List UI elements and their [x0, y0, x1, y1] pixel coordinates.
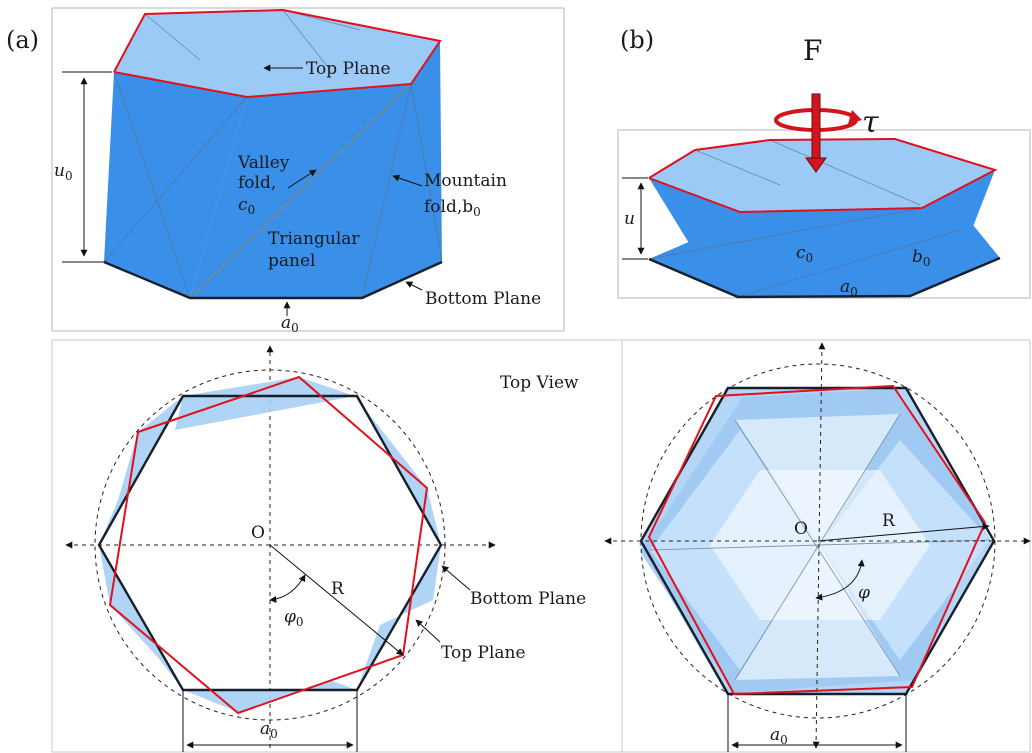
- a-label: a0: [840, 277, 858, 299]
- right-top-hexagon: [647, 384, 987, 696]
- right-radius-line: [817, 523, 990, 542]
- compressed-top-face: [649, 139, 995, 212]
- compressed-mid-band: [649, 170, 995, 260]
- torque-label: τ: [862, 105, 879, 140]
- panel-b: (b) F τ u c0 b0 a0: [617, 26, 1031, 299]
- left-bottom-plane-label: Bottom Plane: [470, 589, 586, 609]
- left-origin-label: O: [251, 523, 265, 543]
- compressed-top-edge: [648, 137, 998, 214]
- bottom-plane-pointer: [405, 281, 423, 291]
- mountain-fold-label-2: fold,b0: [424, 197, 481, 219]
- b-label: b0: [912, 247, 931, 269]
- panel-a-tag: (a): [6, 26, 39, 54]
- left-a0-label: a0: [260, 719, 278, 741]
- panel-b-tag: (b): [620, 26, 654, 54]
- left-radius-line: [269, 544, 404, 656]
- torque-arrow: [774, 93, 862, 173]
- left-angle-label: φ0: [284, 607, 304, 629]
- panel-a: (a) Top Plane Valley fold, c0 Mountain: [6, 7, 565, 335]
- valley-fold-pointer: [287, 169, 317, 189]
- left-angle-arc: [269, 574, 306, 603]
- triangular-panel-label-1: Triangular: [268, 229, 360, 249]
- prism-right-wall: [362, 41, 442, 298]
- right-angle-arc: [815, 559, 865, 601]
- left-top-plane-label: Top Plane: [441, 643, 526, 663]
- top-plane-label: Top Plane: [306, 59, 391, 79]
- right-angle-label: φ: [858, 583, 870, 603]
- valley-fold-var: c0: [238, 195, 255, 217]
- right-a0-label: a0: [770, 725, 788, 747]
- height-label: u0: [54, 161, 73, 183]
- valley-fold-label-2: fold,: [238, 173, 276, 193]
- top-view-title: Top View: [500, 373, 579, 393]
- valley-fold-label-1: Valley: [237, 153, 290, 173]
- right-radius-label: R: [882, 511, 896, 531]
- compressed-bottom-edge: [648, 256, 1001, 299]
- triangular-panel-label-2: panel: [268, 251, 315, 271]
- top-view-right: O R φ a0: [604, 339, 1031, 753]
- prism-top-face: [114, 10, 440, 97]
- mountain-fold-pointer: [392, 174, 423, 187]
- left-radius-label: R: [331, 579, 345, 599]
- right-y-axis: [812, 342, 826, 749]
- compressed-creases: [648, 139, 961, 298]
- c-label: c0: [796, 243, 813, 265]
- top-view-left: Top View O R φ0 Bottom Plane Top Plane a…: [51, 339, 623, 753]
- prism-bottom-edge: [103, 260, 443, 300]
- left-bottom-plane-pointer: [441, 565, 471, 591]
- mountain-fold-label-1: Mountain: [424, 171, 507, 191]
- bottom-plane-label: Bottom Plane: [425, 289, 541, 309]
- left-circumcircle: [94, 369, 446, 721]
- edge-label: a0: [281, 313, 299, 335]
- prism-left-wall: [104, 72, 247, 298]
- top-view-right-frame: [621, 339, 1031, 753]
- left-top-plane-pointer: [415, 619, 441, 643]
- prism-top-edge: [113, 8, 442, 99]
- valley-fold-line: [189, 83, 412, 299]
- u-label: u: [624, 209, 635, 229]
- force-label: F: [803, 34, 822, 67]
- right-origin-label: O: [794, 519, 808, 539]
